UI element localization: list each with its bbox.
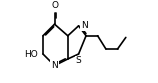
Text: HO: HO (24, 49, 38, 59)
Text: N: N (51, 61, 58, 70)
Text: O: O (51, 1, 58, 10)
Text: S: S (76, 57, 82, 65)
Text: N: N (81, 21, 88, 30)
